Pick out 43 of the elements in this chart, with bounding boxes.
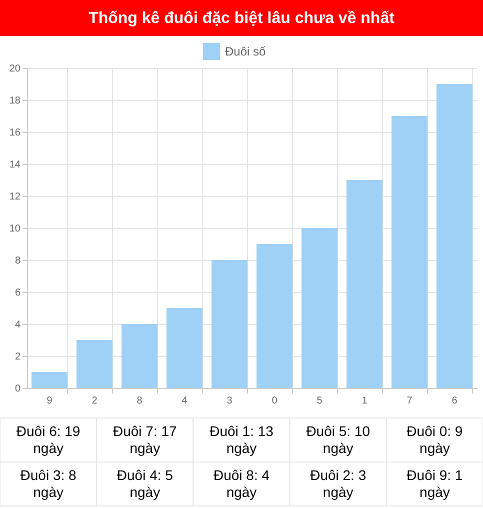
legend-label: Đuôi số [225, 44, 266, 58]
y-tick-label: 0 [14, 384, 21, 394]
bar [392, 116, 428, 388]
bar [166, 308, 202, 388]
bar [346, 180, 382, 388]
y-tick-label: 20 [9, 64, 21, 74]
bar [76, 340, 112, 388]
bar [302, 228, 338, 388]
chart-title: Thống kê đuôi đặc biệt lâu chưa về nhất [88, 10, 396, 27]
text: Đuôi 3: 8 ngày [20, 467, 77, 500]
x-tick-label: 8 [136, 396, 143, 406]
bar [436, 84, 472, 388]
text: Đuôi 8: 4 ngày [213, 467, 270, 500]
y-tick-label: 8 [14, 256, 21, 266]
y-tick-label: 2 [14, 352, 21, 362]
y-tick-label: 4 [14, 320, 21, 330]
x-tick-label: 2 [92, 396, 98, 406]
x-tick-label: 5 [316, 396, 323, 406]
y-tick-label: 18 [9, 96, 21, 106]
x-tick-label: 1 [362, 396, 368, 406]
y-tick-label: 10 [9, 224, 21, 234]
text: Đuôi 4: 5 ngày [116, 467, 174, 500]
x-tick-label: 7 [406, 396, 413, 406]
text: Đuôi 1: 13 ngày [210, 423, 274, 456]
x-tick-label: 0 [272, 396, 278, 406]
text: Đuôi 9: 1 ngày [406, 467, 463, 500]
text: Đuôi 7: 17 ngày [112, 423, 178, 456]
text: Đuôi 5: 10 ngày [306, 423, 370, 456]
x-tick-label: 3 [226, 396, 233, 406]
text: Đuôi 0: 9 ngày [406, 423, 463, 456]
y-tick-label: 6 [14, 288, 21, 298]
text: Đuôi 6: 19 ngày [16, 423, 80, 456]
bar [256, 244, 292, 388]
y-tick-label: 14 [9, 160, 21, 170]
y-tick-label: 16 [9, 128, 21, 138]
x-tick-label: 9 [46, 396, 53, 406]
x-tick-label: 6 [452, 396, 458, 406]
bar [212, 260, 248, 388]
bar [32, 372, 68, 388]
x-tick-label: 4 [182, 396, 188, 406]
bar [122, 324, 158, 388]
text: Đuôi 2: 3 ngày [310, 467, 366, 500]
y-tick-label: 12 [9, 192, 21, 202]
